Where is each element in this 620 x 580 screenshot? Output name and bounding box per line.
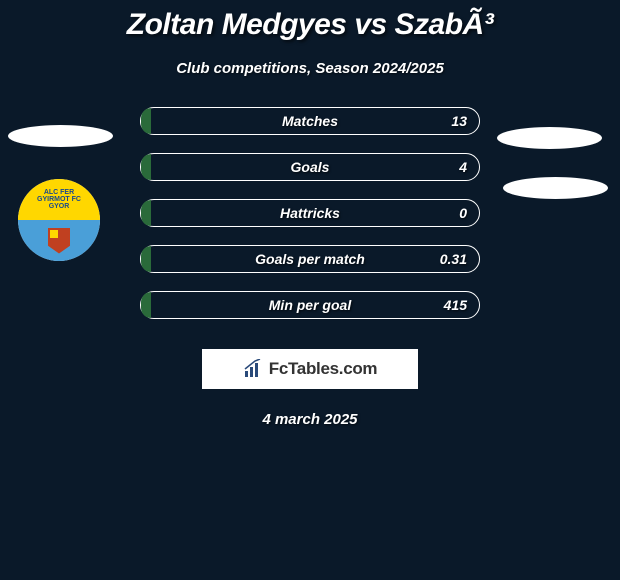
stat-value: 415 (444, 297, 467, 313)
date-text: 4 march 2025 (0, 411, 620, 428)
stat-fill-left (141, 108, 151, 134)
stat-row-matches: Matches 13 (140, 107, 480, 135)
stat-fill-left (141, 200, 151, 226)
stat-value: 13 (451, 113, 467, 129)
decorative-oval-left-top (8, 125, 113, 147)
stat-fill-left (141, 154, 151, 180)
stat-fill-left (141, 246, 151, 272)
badge-text-line1: ALC FER (44, 189, 74, 196)
stat-label: Matches (282, 113, 338, 129)
logo-text: FcTables.com (269, 359, 378, 379)
shield-icon (48, 228, 70, 254)
stat-row-goals-per-match: Goals per match 0.31 (140, 245, 480, 273)
club-badge: ALC FER GYIRMOT FC GYOR (18, 179, 100, 261)
bar-chart-icon (243, 359, 263, 379)
page-title: Zoltan Medgyes vs SzabÃ³ (0, 0, 620, 42)
badge-text-line3: GYOR (49, 203, 70, 210)
stat-fill-left (141, 292, 151, 318)
stat-value: 0 (459, 205, 467, 221)
stat-label: Min per goal (269, 297, 351, 313)
stat-row-hattricks: Hattricks 0 (140, 199, 480, 227)
stat-value: 4 (459, 159, 467, 175)
stat-value: 0.31 (440, 251, 467, 267)
badge-text-line2: GYIRMOT FC (37, 196, 81, 203)
decorative-oval-right-top (497, 127, 602, 149)
attribution-logo: FcTables.com (202, 349, 418, 389)
stat-label: Hattricks (280, 205, 340, 221)
decorative-oval-right-bottom (503, 177, 608, 199)
stat-row-goals: Goals 4 (140, 153, 480, 181)
stat-label: Goals per match (255, 251, 365, 267)
stat-row-min-per-goal: Min per goal 415 (140, 291, 480, 319)
subtitle: Club competitions, Season 2024/2025 (0, 60, 620, 77)
stat-label: Goals (291, 159, 330, 175)
